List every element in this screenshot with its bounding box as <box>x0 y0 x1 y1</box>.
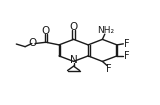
Text: N: N <box>70 55 77 65</box>
Text: O: O <box>29 38 37 48</box>
Text: F: F <box>106 64 112 74</box>
Text: F: F <box>124 51 130 61</box>
Text: F: F <box>124 39 130 49</box>
Text: O: O <box>69 22 78 32</box>
Text: O: O <box>42 26 50 36</box>
Text: NH₂: NH₂ <box>97 26 115 35</box>
